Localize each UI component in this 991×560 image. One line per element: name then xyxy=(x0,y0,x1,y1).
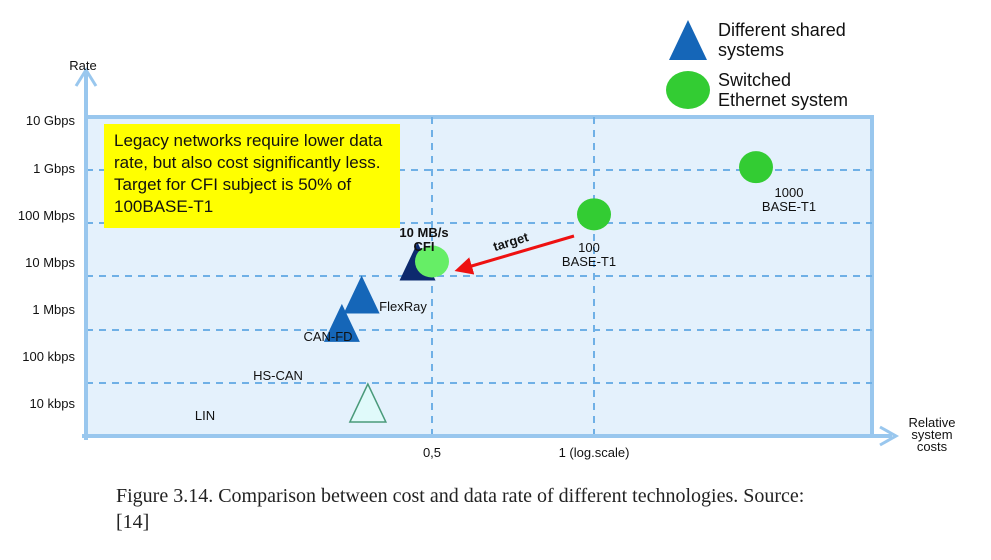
triangle-marker xyxy=(323,303,360,342)
y-tick-label: 10 Mbps xyxy=(25,255,75,270)
y-tick-label: 1 Mbps xyxy=(32,302,75,317)
triangle-marker xyxy=(348,382,388,423)
y-axis-arrowhead xyxy=(74,67,98,87)
point-label-line: 100 xyxy=(578,240,600,255)
legend-text-line: Different shared xyxy=(718,20,846,40)
target-arrow xyxy=(454,234,575,275)
point-label-line: BASE-T1 xyxy=(762,199,816,214)
x-axis-label-line: Relative xyxy=(909,415,956,430)
legend-text-line: Switched xyxy=(718,70,791,90)
x-axis-label-line: costs xyxy=(917,439,948,454)
x-axis-arrowhead xyxy=(879,425,900,447)
point-label-line: CFI xyxy=(414,239,435,254)
ellipse-marker xyxy=(577,198,611,231)
ellipse-marker xyxy=(415,245,449,278)
axes xyxy=(74,67,900,447)
note-box: Legacy networks require lower data rate,… xyxy=(104,124,400,228)
x-tick-labels: 0,5 1 (log.scale) xyxy=(423,445,629,460)
point-label-line: LIN xyxy=(195,408,215,423)
triangle-marker xyxy=(343,275,380,314)
point-label-line: FlexRay xyxy=(379,299,427,314)
legend-text-line: systems xyxy=(718,40,784,60)
x-tick-label: 0,5 xyxy=(423,445,441,460)
point-label-line: 1000 xyxy=(775,185,804,200)
point-label-line: 10 MB/s xyxy=(399,225,448,240)
y-tick-label: 100 Mbps xyxy=(18,208,76,223)
y-tick-label: 10 Gbps xyxy=(26,113,76,128)
legend-triangle-marker xyxy=(669,20,707,60)
y-tick-label: 10 kbps xyxy=(29,396,75,411)
point-label-line: CAN-FD xyxy=(303,329,352,344)
figure-caption: Figure 3.14. Comparison between cost and… xyxy=(116,485,805,533)
ellipse-marker xyxy=(739,151,773,184)
legend-ellipse-marker xyxy=(666,71,710,109)
y-tick-labels: 10 Gbps 1 Gbps 100 Mbps 10 Mbps 1 Mbps 100 kb… xyxy=(18,113,76,411)
y-tick-label: 1 Gbps xyxy=(33,161,75,176)
point-label-line: HS-CAN xyxy=(253,368,303,383)
x-axis-label-line: system xyxy=(911,427,952,442)
point-label-line: BASE-T1 xyxy=(562,254,616,269)
legend-text-line: Ethernet system xyxy=(718,90,848,110)
x-tick-label: 1 (log.scale) xyxy=(559,445,630,460)
y-tick-label: 100 kbps xyxy=(22,349,75,364)
y-axis-label: Rate xyxy=(69,58,96,73)
